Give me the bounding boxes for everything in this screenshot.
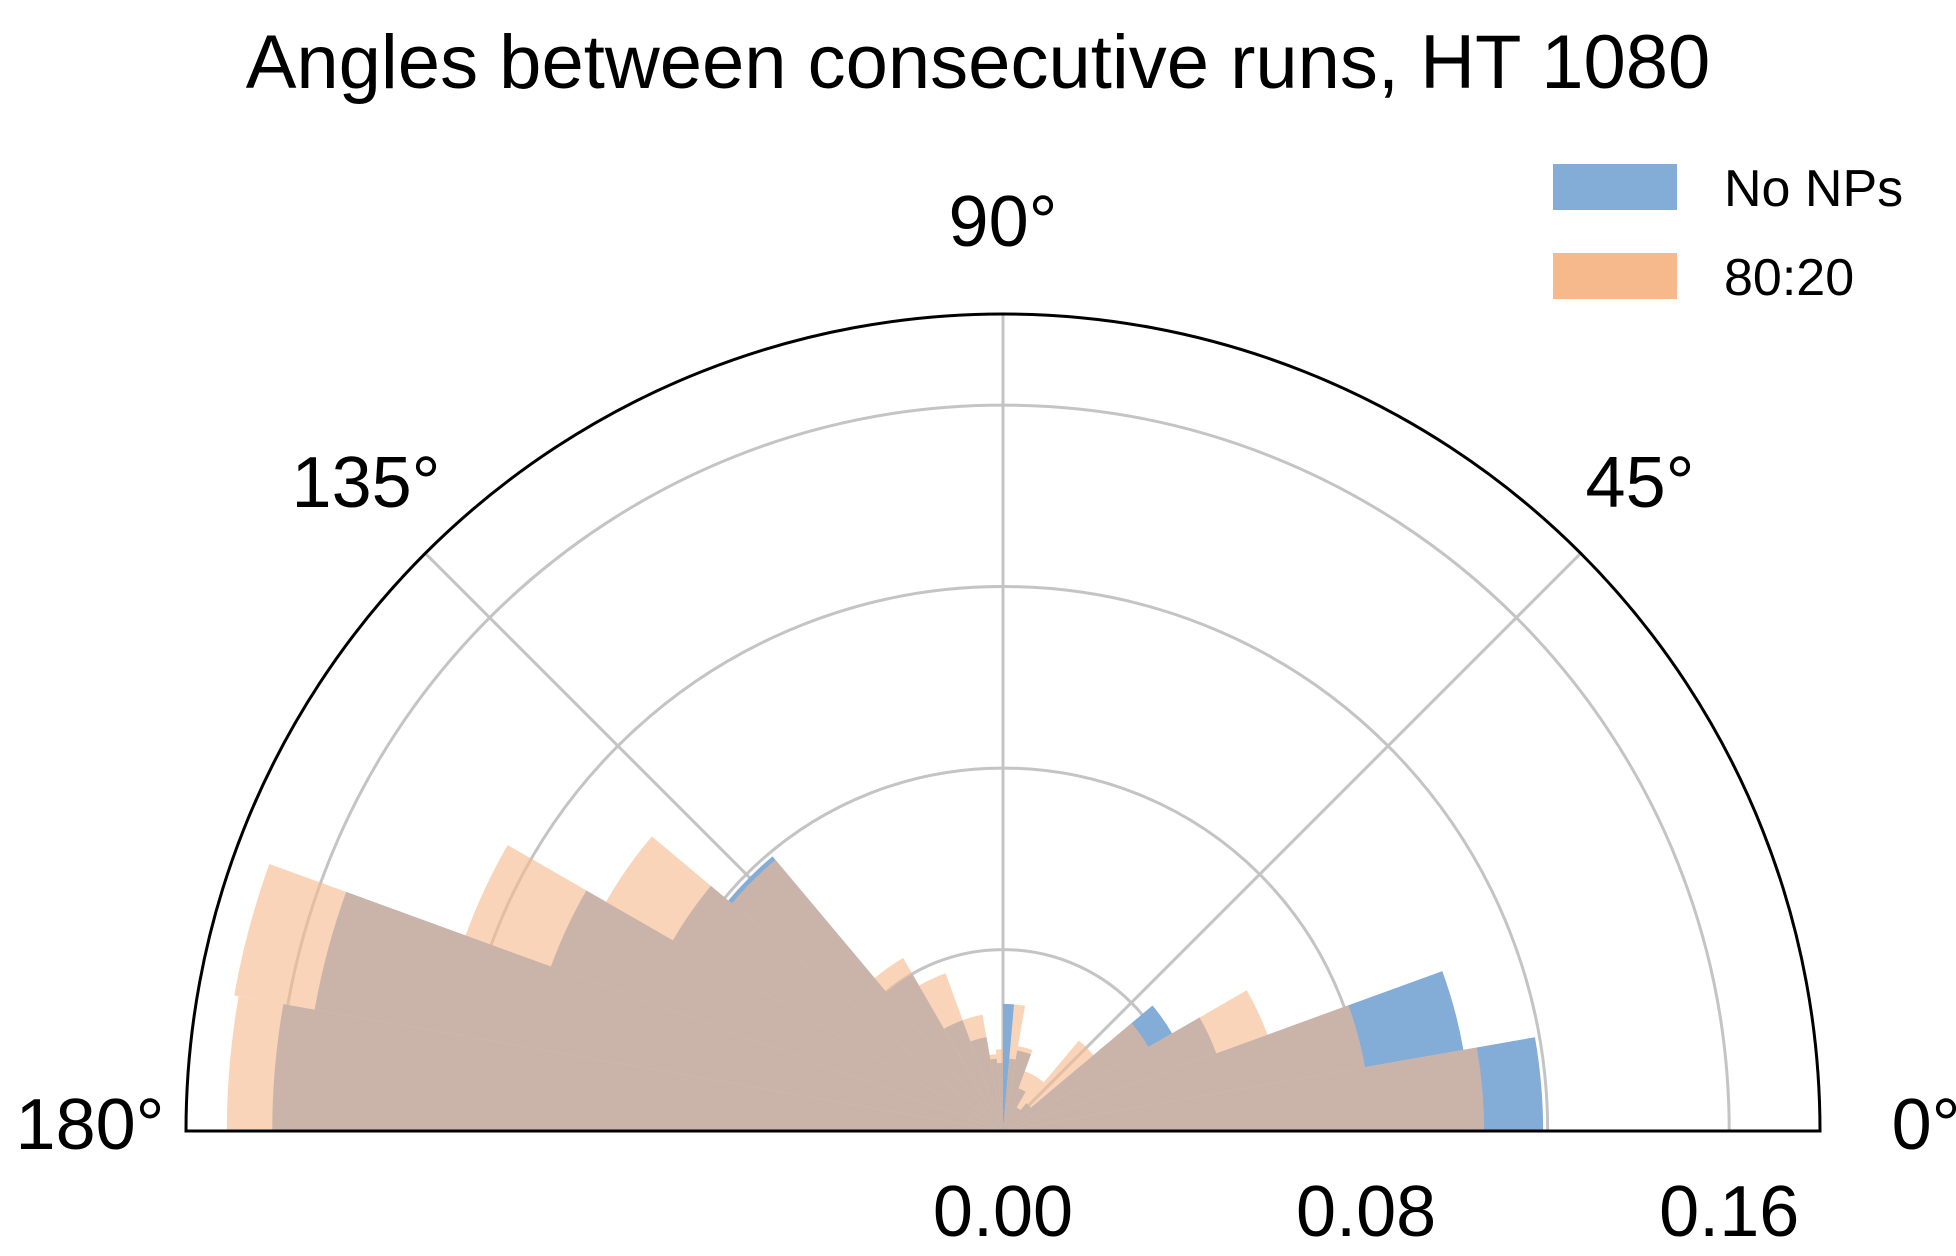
bar-1-9 [1003, 1121, 1004, 1131]
legend: No NPs 80:20 [1553, 160, 1903, 307]
polar-frame-outline [184, 312, 1822, 1133]
bar-1-18 [234, 863, 1004, 1131]
angle-tick-labels: 0° 45° 90° 135° 180° [16, 182, 1956, 1165]
theta-tick-label-2: 90° [949, 182, 1058, 262]
angular-gridline-45 [1001, 552, 1582, 1133]
bar-1-16 [605, 836, 1003, 1131]
bar-1-5 [1003, 1075, 1044, 1131]
bar-1-12 [962, 1014, 1003, 1131]
r-tick-label-1: 0.08 [1296, 1172, 1436, 1252]
radius-tick-labels: 0.00 0.08 0.16 [933, 1172, 1799, 1252]
bar-1-17 [465, 845, 1003, 1131]
legend-swatch-no-nps [1553, 164, 1677, 210]
bar-1-3 [1003, 1023, 1149, 1131]
bar-1-2 [1003, 990, 1268, 1131]
bar-1-14 [874, 958, 1003, 1131]
bar-1-10 [995, 1049, 1003, 1131]
histogram-bars [226, 836, 1544, 1131]
series-1 [226, 836, 1485, 1131]
bar-1-1 [1003, 1005, 1366, 1131]
bar-1-19 [226, 996, 1004, 1131]
bar-1-8 [1003, 1004, 1026, 1131]
legend-label-no-nps: No NPs [1724, 160, 1903, 218]
theta-tick-label-1: 45° [1586, 443, 1695, 523]
bar-1-0 [1003, 1047, 1485, 1131]
bar-1-7 [1003, 1046, 1033, 1131]
r-tick-label-2: 0.16 [1659, 1172, 1799, 1252]
theta-tick-label-3: 135° [292, 443, 441, 523]
bar-0-9 [1003, 1003, 1015, 1131]
bar-1-4 [1003, 1040, 1094, 1131]
r-tick-label-0: 0.00 [933, 1172, 1073, 1252]
legend-label-80-20: 80:20 [1724, 249, 1854, 307]
theta-tick-label-4: 180° [16, 1085, 165, 1165]
bar-1-11 [989, 1054, 1003, 1131]
bar-1-6 [1003, 1071, 1035, 1131]
legend-swatch-80-20 [1553, 253, 1677, 299]
bar-1-15 [731, 859, 1003, 1131]
theta-tick-label-0: 0° [1892, 1085, 1956, 1165]
polar-frame [184, 312, 1822, 1133]
chart-title: Angles between consecutive runs, HT 1080 [246, 20, 1711, 105]
bar-1-13 [919, 973, 1003, 1131]
